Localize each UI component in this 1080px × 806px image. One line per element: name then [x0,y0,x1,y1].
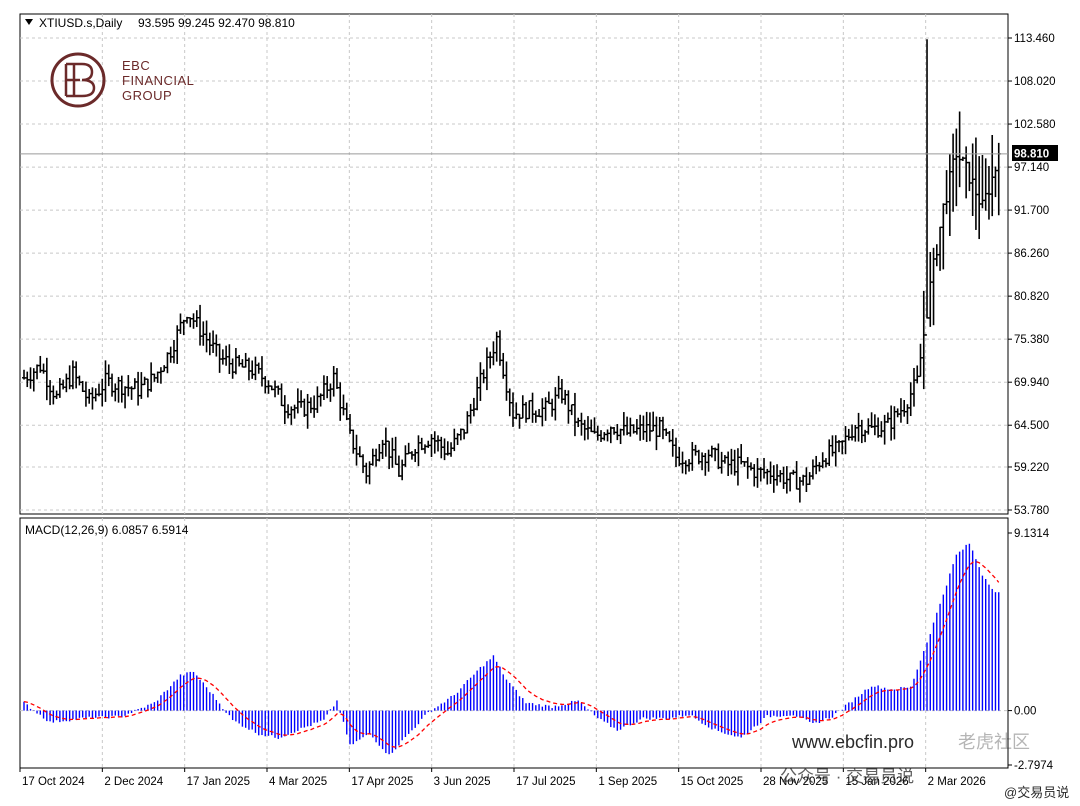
community-watermark: 老虎社区 [958,732,1030,752]
time-tick-label: 17 Jan 2025 [187,776,250,788]
price-bars [22,39,1001,503]
time-tick-label: 15 Oct 2025 [681,776,744,788]
price-tick-label: 75.380 [1014,334,1049,346]
handle-watermark: @交易员说 [1004,785,1069,800]
last-price-tag-bg [1012,145,1058,161]
logo-ring-icon [50,52,106,108]
price-tick-label: 69.940 [1014,377,1049,389]
price-tick-label: 80.820 [1014,291,1049,303]
time-tick-label: 28 Nov 2025 [763,776,828,788]
macd-tick-label: 9.1314 [1014,528,1050,540]
logo-line2: FINANCIAL [122,73,194,88]
macd-tick-label: -2.7974 [1014,760,1054,772]
price-grid [20,14,1008,514]
logo-monogram-icon [64,62,96,98]
wechat-watermark: 公众号 · 交易员说 [780,767,914,786]
price-tick-label: 86.260 [1014,248,1049,260]
last-price-tag: 98.810 [1014,149,1049,161]
ohlc-label: 93.595 99.245 92.470 98.810 [138,16,295,30]
price-tick-label: 113.460 [1014,33,1055,45]
price-axis: 113.460 108.020 102.580 97.140 91.700 86.260 8… [1008,33,1056,517]
ebc-logo: EBC FINANCIAL GROUP [50,52,194,108]
macd-histogram [23,543,1000,755]
symbol-label: XTIUSD.s,Daily [39,16,122,30]
macd-panel[interactable] [19,517,1009,769]
macd-tick-label: 0.00 [1014,706,1036,718]
time-tick-label: 17 Oct 2024 [22,776,85,788]
price-tick-label: 53.780 [1014,505,1049,517]
price-tick-label: 102.580 [1014,119,1056,131]
price-tick-label: 97.140 [1014,162,1049,174]
site-watermark: www.ebcfin.pro [791,732,914,752]
time-axis: 17 Oct 2024 2 Dec 2024 17 Jan 2025 4 Mar 20… [19,768,986,788]
price-tick-label: 108.020 [1014,76,1056,88]
time-tick-label: 17 Apr 2025 [351,776,413,788]
price-tick-label: 59.220 [1014,462,1049,474]
logo-line3: GROUP [122,88,172,103]
price-tick-label: 64.500 [1014,420,1049,432]
time-tick-label: 4 Mar 2025 [269,776,327,788]
macd-signal-line [23,560,1000,748]
time-tick-label: 2 Dec 2024 [104,776,163,788]
macd-axis: 9.1314 0.00 -2.7974 [1008,528,1054,772]
time-tick-label: 15 Jan 2026 [845,776,908,788]
price-tick-label: 91.700 [1014,205,1049,217]
collapse-triangle-icon[interactable] [25,19,33,25]
time-tick-label: 3 Jun 2025 [434,776,491,788]
macd-grid [20,518,1008,768]
time-tick-label: 2 Mar 2026 [928,776,986,788]
macd-label: MACD(12,26,9) 6.0857 6.5914 [25,523,189,537]
logo-line1: EBC [122,58,150,73]
time-tick-label: 1 Sep 2025 [598,776,657,788]
time-tick-label: 17 Jul 2025 [516,776,575,788]
